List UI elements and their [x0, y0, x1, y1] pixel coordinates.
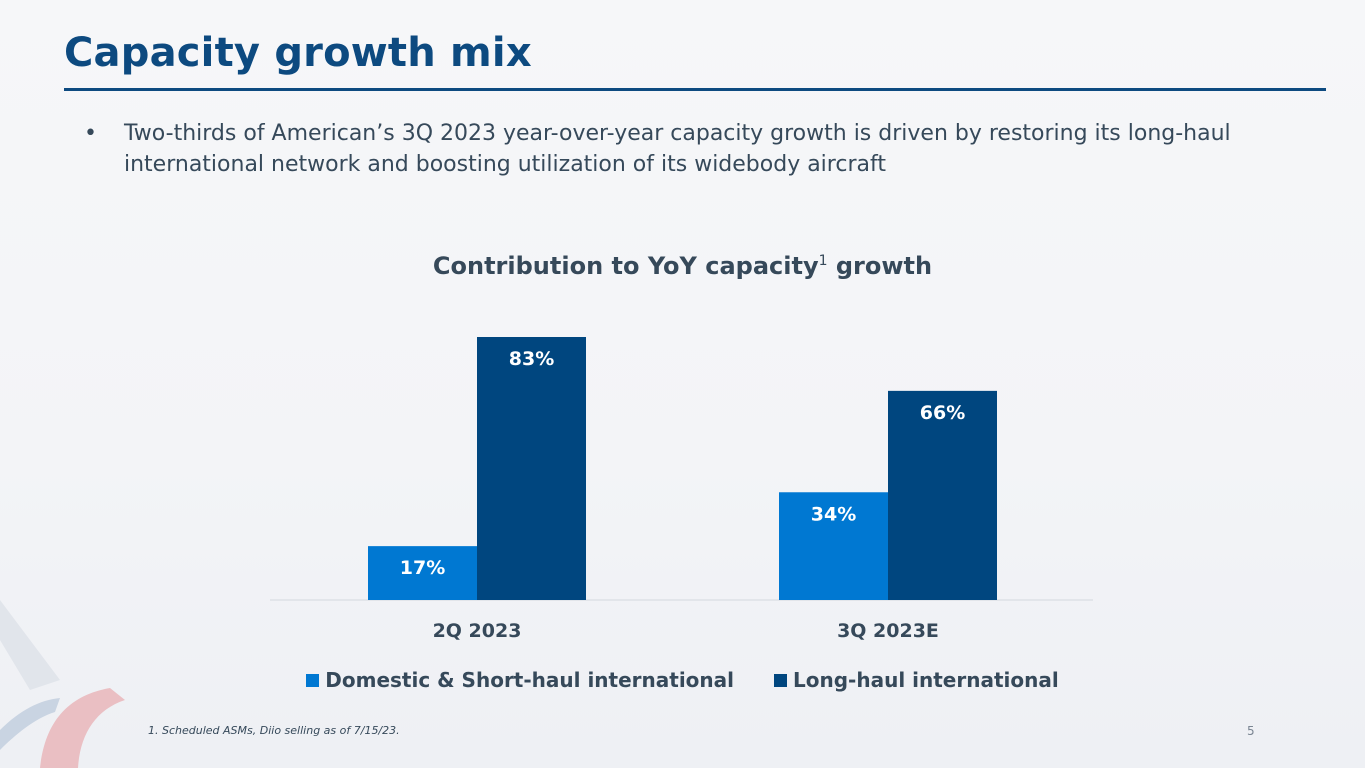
category-label-1: 3Q 2023E — [837, 620, 939, 642]
data-label-longhaul-0: 83% — [509, 348, 554, 370]
legend-label-domestic: Domestic & Short-haul international — [325, 668, 735, 692]
footnote: 1. Scheduled ASMs, Diio selling as of 7/… — [148, 724, 400, 737]
logo-decoration — [0, 600, 125, 768]
chart-legend: Domestic & Short-haul international Long… — [0, 668, 1365, 692]
bullet-icon: • — [84, 121, 97, 146]
logo-gray-wing — [0, 600, 60, 690]
bar-domestic-0 — [368, 546, 477, 600]
bar-longhaul-0 — [477, 337, 586, 600]
data-label-domestic-1: 34% — [811, 503, 856, 525]
page-number: 5 — [1247, 724, 1255, 738]
logo-blue-swoosh — [0, 698, 60, 750]
title-divider — [64, 88, 1326, 91]
legend-swatch-domestic — [306, 673, 320, 687]
legend-label-longhaul: Long-haul international — [793, 668, 1059, 692]
logo-red-swoosh — [40, 688, 125, 768]
data-label-longhaul-1: 66% — [920, 402, 965, 424]
chart-title-end: growth — [827, 252, 933, 280]
data-label-domestic-0: 17% — [400, 557, 445, 579]
chart-title-footnote-ref: 1 — [818, 253, 828, 269]
bullet-point: • Two-thirds of American’s 3Q 2023 year-… — [84, 118, 1254, 180]
legend-item-longhaul: Long-haul international — [774, 668, 1059, 692]
legend-swatch-longhaul — [774, 673, 788, 687]
legend-item-domestic: Domestic & Short-haul international — [306, 668, 734, 692]
page-title: Capacity growth mix — [64, 30, 532, 76]
chart-title-main: Contribution to YoY capacity — [432, 252, 819, 280]
category-label-0: 2Q 2023 — [433, 620, 522, 642]
bar-longhaul-1 — [888, 390, 997, 600]
bullet-text: Two-thirds of American’s 3Q 2023 year-ov… — [124, 121, 1231, 177]
bar-domestic-1 — [779, 492, 888, 600]
chart-title: Contribution to YoY capacity1 growth — [0, 252, 1365, 280]
